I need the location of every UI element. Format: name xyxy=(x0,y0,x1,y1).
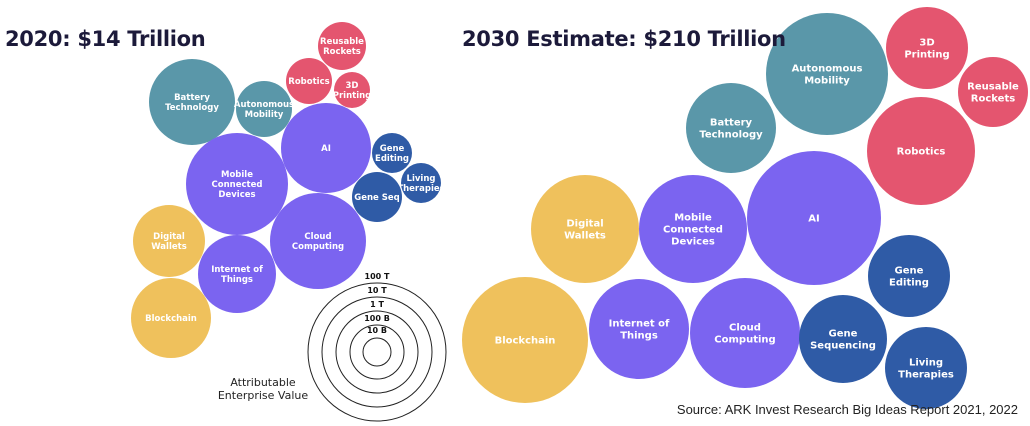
bubble-label: Gene xyxy=(829,329,858,340)
bubble-robotics xyxy=(867,97,975,205)
bubble-reusable-rockets xyxy=(318,22,366,70)
bubble-internet-of-things xyxy=(589,279,689,379)
bubble-label: Living xyxy=(407,174,436,184)
bubble-label: Devices xyxy=(671,237,715,248)
bubble-label: Digital xyxy=(566,219,603,230)
bubble-gene-editing xyxy=(372,133,412,173)
bubble-label: Wallets xyxy=(564,231,606,242)
size-ring-label: 10 B xyxy=(367,326,387,335)
bubble-label: Blockchain xyxy=(495,336,556,347)
bubble-label: Wallets xyxy=(151,242,187,252)
bubble-label: Battery xyxy=(710,118,753,129)
bubble-label: Gene xyxy=(895,266,924,277)
bubble-3d-printing xyxy=(886,7,968,89)
size-ring xyxy=(321,296,433,408)
bubble-label: Cloud xyxy=(304,232,331,242)
bubble-blockchain xyxy=(462,277,588,403)
bubble-label: Cloud xyxy=(729,323,761,334)
bubble-label: 3D xyxy=(919,38,934,49)
bubble-digital-wallets xyxy=(531,175,639,283)
bubble-label: Gene xyxy=(380,144,405,154)
bubble-label: Reusable xyxy=(320,37,364,47)
bubble-label: Printing xyxy=(904,50,949,61)
bubble-gene-seq xyxy=(352,172,402,222)
bubble-autonomous-mobility xyxy=(766,13,888,135)
bubble-reusable-rockets xyxy=(958,57,1028,127)
size-ring-label: 10 T xyxy=(367,286,387,295)
bubble-label: Printing xyxy=(333,91,372,101)
bubble-label: Therapies xyxy=(397,184,444,194)
bubble-mobile-connected-devices xyxy=(639,175,747,283)
bubble-label: AI xyxy=(321,144,331,154)
bubble-mobile-connected-devices xyxy=(186,133,288,235)
bubble-battery-technology xyxy=(686,83,776,173)
bubble-label: 3D xyxy=(346,81,359,91)
bubble-label: Autonomous xyxy=(792,64,863,75)
bubble-label: Battery xyxy=(174,93,210,103)
bubble-label: Editing xyxy=(889,278,929,289)
size-ring xyxy=(362,337,392,367)
size-ring xyxy=(349,324,405,380)
bubble-label: Blockchain xyxy=(145,314,197,324)
bubble-living-therapies xyxy=(885,327,967,409)
size-ring-label: 100 T xyxy=(365,272,390,281)
bubble-label: Devices xyxy=(218,190,255,200)
bubble-label: Rockets xyxy=(323,47,361,57)
bubble-internet-of-things xyxy=(198,235,276,313)
bubble-autonomous-mobility xyxy=(236,81,292,137)
bubble-label: Robotics xyxy=(897,147,946,158)
bubble-label: AI xyxy=(808,214,819,225)
bubble-label: Technology xyxy=(165,103,219,113)
bubble-label: Computing xyxy=(714,335,775,346)
bubble-label: Rockets xyxy=(971,94,1015,105)
bubble-label: Gene Seq xyxy=(354,193,400,203)
bubble-label: Mobile xyxy=(674,213,712,224)
bubble-label: Editing xyxy=(375,154,409,164)
size-ring xyxy=(335,310,419,394)
bubble-gene-editing xyxy=(868,235,950,317)
bubble-label: Technology xyxy=(699,130,763,141)
bubble-label: Digital xyxy=(153,232,185,242)
size-ring xyxy=(307,282,447,422)
bubble-label: Mobile xyxy=(221,170,253,180)
title-2020: 2020: $14 Trillion xyxy=(5,27,206,51)
bubble-label: Internet of xyxy=(609,319,670,330)
bubble-label: Autonomous xyxy=(234,100,294,110)
bubble-digital-wallets xyxy=(133,205,205,277)
bubble-ai xyxy=(747,151,881,285)
bubble-label: Computing xyxy=(292,242,344,252)
bubble-label: Things xyxy=(221,275,253,285)
bubble-3d-printing xyxy=(334,72,370,108)
size-ring-label: 100 B xyxy=(364,314,390,323)
bubble-label: Mobility xyxy=(245,110,284,120)
bubble-label: Therapies xyxy=(898,370,954,381)
bubble-label: Living xyxy=(909,358,943,369)
bubble-label: Things xyxy=(620,331,658,342)
size-legend-caption: Attributable xyxy=(230,376,296,389)
title-2030: 2030 Estimate: $210 Trillion xyxy=(462,27,786,51)
bubble-label: Internet of xyxy=(211,265,263,275)
bubble-cloud-computing xyxy=(690,278,800,388)
bubble-label: Robotics xyxy=(288,77,329,87)
bubble-label: Connected xyxy=(212,180,263,190)
bubble-label: Mobility xyxy=(804,76,850,87)
size-ring-label: 1 T xyxy=(370,300,384,309)
bubble-living-therapies xyxy=(401,163,441,203)
bubble-label: Reusable xyxy=(967,82,1019,93)
source-note: Source: ARK Invest Research Big Ideas Re… xyxy=(676,402,1018,417)
bubble-battery-technology xyxy=(149,59,235,145)
bubble-robotics xyxy=(286,58,332,104)
bubble-blockchain xyxy=(131,278,211,358)
size-legend-caption: Enterprise Value xyxy=(218,389,309,402)
bubble-cloud-computing xyxy=(270,193,366,289)
bubble-ai xyxy=(281,103,371,193)
bubble-label: Sequencing xyxy=(810,341,876,352)
bubble-label: Connected xyxy=(663,225,723,236)
bubble-gene-sequencing xyxy=(799,295,887,383)
